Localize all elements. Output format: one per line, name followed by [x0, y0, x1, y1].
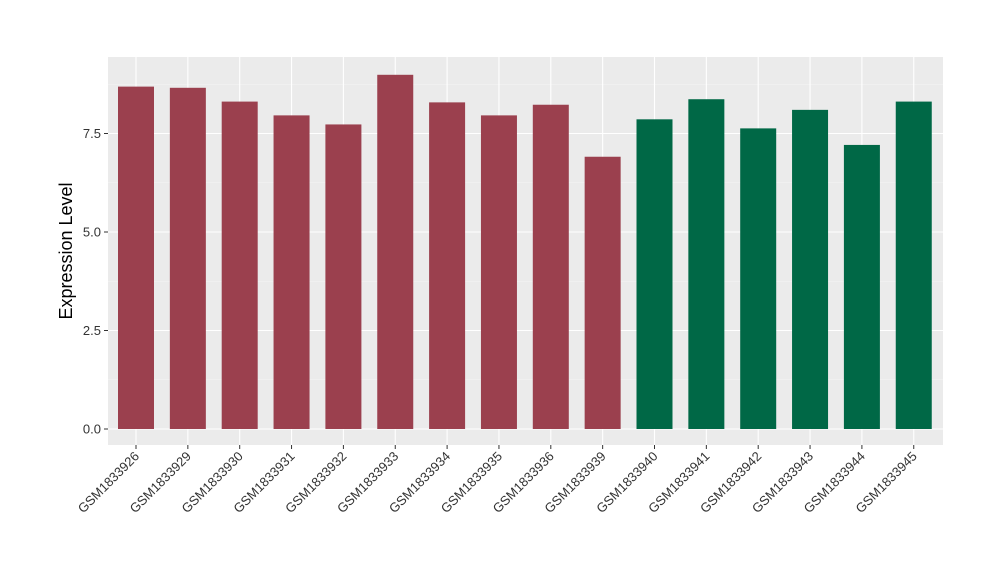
y-tick-label: 0.0 — [83, 422, 101, 437]
bar-GSM1833926 — [118, 86, 154, 429]
y-tick-label: 7.5 — [83, 126, 101, 141]
bar-GSM1833936 — [532, 104, 569, 429]
bar-GSM1833944 — [843, 144, 880, 429]
bar-GSM1833941 — [688, 99, 725, 430]
x-axis: GSM1833926GSM1833929GSM1833930GSM1833931… — [75, 445, 920, 516]
y-axis-title: Expression Level — [56, 182, 76, 319]
bar-GSM1833929 — [169, 87, 206, 430]
bar-GSM1833943 — [792, 109, 829, 430]
y-tick-label: 5.0 — [83, 225, 101, 240]
bar-GSM1833931 — [273, 115, 310, 429]
bar-GSM1833932 — [325, 124, 362, 430]
bar-GSM1833933 — [377, 74, 414, 429]
bar-GSM1833935 — [480, 115, 517, 429]
bars — [118, 74, 932, 430]
y-tick-label: 2.5 — [83, 323, 101, 338]
bar-GSM1833930 — [221, 101, 258, 429]
bar-GSM1833940 — [636, 119, 673, 429]
bar-GSM1833939 — [584, 156, 621, 429]
bar-GSM1833942 — [740, 128, 777, 430]
bar-GSM1833945 — [895, 101, 932, 429]
y-axis: 0.0 2.5 5.0 7.5 — [83, 126, 108, 437]
bar-GSM1833934 — [429, 102, 466, 430]
